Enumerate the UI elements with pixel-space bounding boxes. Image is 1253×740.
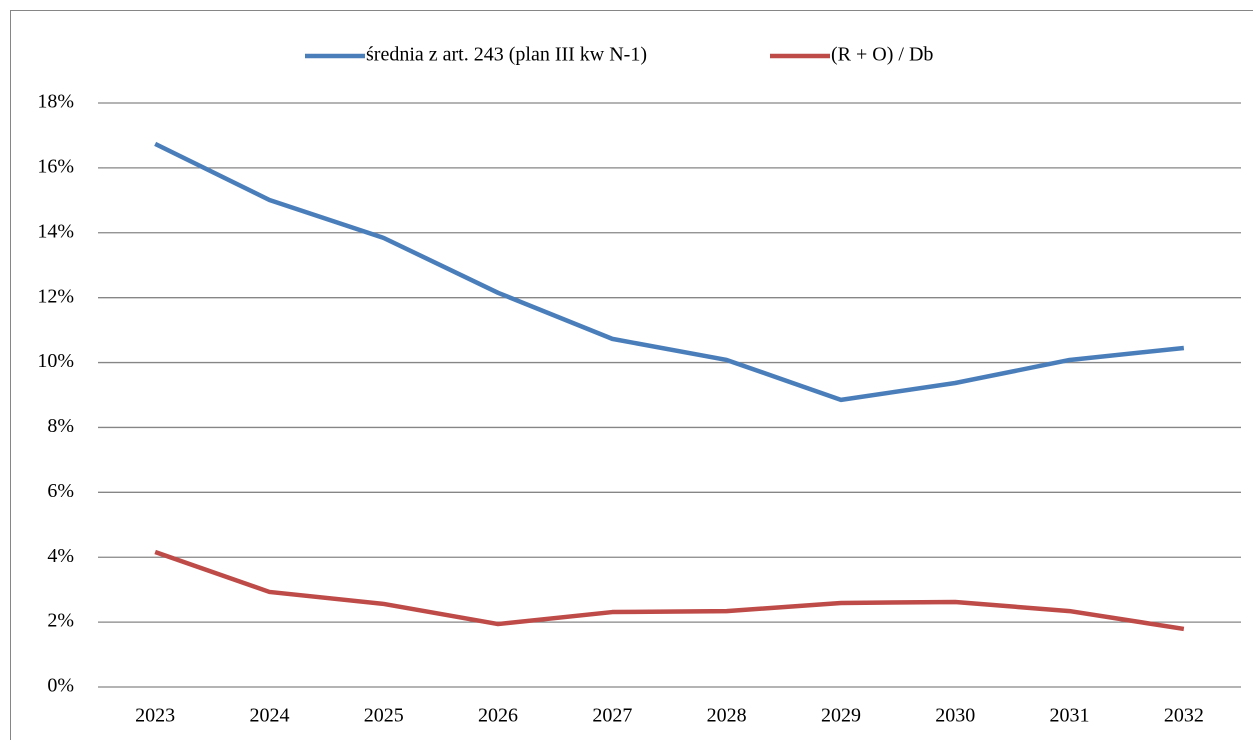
chart-border (10, 10, 1253, 740)
y-tick-label: 6% (47, 480, 74, 502)
x-tick-label: 2031 (1050, 705, 1090, 727)
x-tick-label: 2023 (135, 705, 175, 727)
x-tick-label: 2027 (592, 705, 632, 727)
y-tick-label: 16% (37, 155, 74, 177)
x-tick-label: 2026 (478, 705, 518, 727)
series-line (154, 141, 1185, 403)
x-tick-label: 2028 (707, 705, 747, 727)
legend-label: (R + O) / Db (831, 44, 933, 66)
series-line (154, 549, 1185, 632)
y-tick-label: 0% (47, 675, 74, 697)
y-tick-label: 14% (37, 220, 74, 242)
y-tick-label: 18% (37, 91, 74, 113)
x-tick-label: 2025 (364, 705, 404, 727)
x-tick-label: 2030 (935, 705, 975, 727)
y-tick-label: 4% (47, 545, 74, 567)
x-tick-label: 2024 (249, 705, 289, 727)
y-tick-label: 10% (37, 350, 74, 372)
x-tick-label: 2029 (821, 705, 861, 727)
y-tick-label: 12% (37, 285, 74, 307)
y-tick-label: 2% (47, 610, 74, 632)
x-tick-label: 2032 (1164, 705, 1204, 727)
y-tick-label: 8% (47, 415, 74, 437)
legend-label: średnia z art. 243 (plan III kw N-1) (366, 44, 647, 66)
